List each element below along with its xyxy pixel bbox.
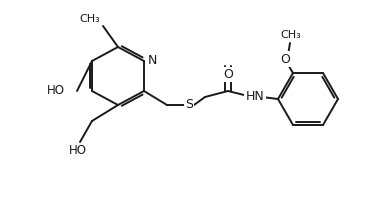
Text: HN: HN <box>246 90 264 104</box>
Text: HO: HO <box>47 85 65 97</box>
Text: O: O <box>223 68 233 81</box>
Text: CH₃: CH₃ <box>79 14 100 24</box>
Text: S: S <box>185 99 193 111</box>
Text: CH₃: CH₃ <box>281 30 301 40</box>
Text: O: O <box>280 53 290 65</box>
Text: N: N <box>148 55 157 67</box>
Text: HO: HO <box>69 144 87 157</box>
